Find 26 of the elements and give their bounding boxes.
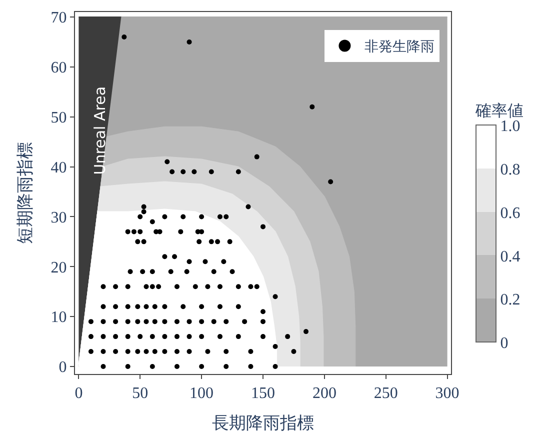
y-tick-label: 70 [50,10,67,27]
color-bar-label: 0.6 [500,204,520,222]
color-bar-label: 0.8 [500,161,520,178]
y-tick-label: 30 [50,209,67,226]
x-tick-label: 200 [312,385,336,402]
y-tick-label: 20 [50,259,67,276]
color-bar-title: 確率値 [474,100,524,120]
annotation: Unreal Area [90,86,109,175]
legend-label: 非発生降雨 [364,39,435,56]
x-tick-label: 100 [190,385,214,402]
y-tick-label: 40 [50,159,67,176]
x-tick-label: 250 [374,385,398,402]
x-tick-label: 150 [251,385,275,402]
x-tick-label: 0 [74,385,83,402]
color-bar-label: 0.2 [500,292,520,309]
y-axis-title: 短期降雨指標 [15,142,36,244]
y-tick-label: 60 [50,60,67,77]
y-tick-label: 50 [50,109,67,126]
y-tick-label: 10 [50,309,67,326]
color-bar-label: 1.0 [500,118,520,136]
color-bar-label: 0 [500,335,508,352]
y-tick-label: 0 [58,359,67,376]
x-tick-label: 50 [132,385,148,402]
x-axis-title: 長期降雨指標 [212,414,314,434]
x-tick-label: 300 [435,385,460,402]
color-bar-label: 0.4 [500,248,520,266]
